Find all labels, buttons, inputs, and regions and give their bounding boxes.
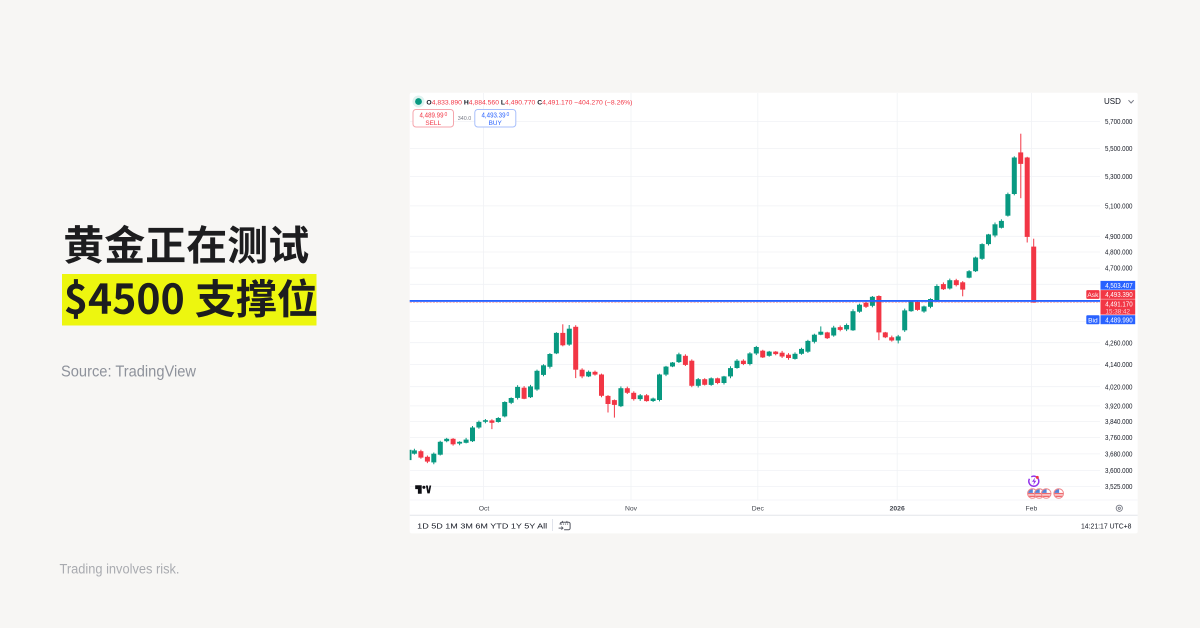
svg-text:Feb: Feb <box>1026 506 1038 513</box>
svg-text:4,260.000: 4,260.000 <box>1105 340 1133 347</box>
svg-text:3,920.000: 3,920.000 <box>1105 404 1133 411</box>
svg-text:Oct: Oct <box>479 506 490 513</box>
svg-text:Trading involves risk.: Trading involves risk. <box>60 562 180 577</box>
svg-text:4,503.407: 4,503.407 <box>1105 283 1133 290</box>
svg-text:5,100.000: 5,100.000 <box>1105 204 1133 211</box>
svg-text:0: 0 <box>507 112 510 118</box>
svg-text:BUY: BUY <box>489 120 503 127</box>
svg-text:3,600.000: 3,600.000 <box>1105 468 1133 475</box>
svg-text:3,525.000: 3,525.000 <box>1105 484 1133 491</box>
svg-text:USD: USD <box>1104 97 1121 106</box>
svg-text:4,900.000: 4,900.000 <box>1105 234 1133 241</box>
svg-text:3,760.000: 3,760.000 <box>1105 435 1133 442</box>
svg-text:4,700.000: 4,700.000 <box>1105 266 1133 273</box>
svg-text:4,493.390: 4,493.390 <box>1105 292 1133 299</box>
svg-text:4,491.170: 4,491.170 <box>1105 302 1133 309</box>
svg-text:Dec: Dec <box>752 506 765 513</box>
svg-text:O4,833.890 H4,884.560 L4,490.7: O4,833.890 H4,884.560 L4,490.770 C4,491.… <box>426 99 632 106</box>
svg-text:4,489.990: 4,489.990 <box>1105 317 1133 324</box>
svg-text:4,493.39: 4,493.39 <box>482 111 506 120</box>
svg-text:3,840.000: 3,840.000 <box>1105 419 1133 426</box>
svg-text:3,680.000: 3,680.000 <box>1105 452 1133 459</box>
svg-text:4,800.000: 4,800.000 <box>1105 250 1133 257</box>
svg-text:Nov: Nov <box>625 506 638 513</box>
svg-text:14:21:17 UTC+8: 14:21:17 UTC+8 <box>1081 521 1132 530</box>
svg-text:5,500.000: 5,500.000 <box>1105 146 1133 153</box>
svg-text:340.0: 340.0 <box>458 116 472 122</box>
svg-text:Ask: Ask <box>1087 292 1099 299</box>
svg-text:2026: 2026 <box>890 506 905 513</box>
svg-text:4,020.000: 4,020.000 <box>1105 384 1133 391</box>
svg-text:15:38:42: 15:38:42 <box>1106 308 1131 315</box>
svg-text:5,300.000: 5,300.000 <box>1105 174 1133 181</box>
svg-text:1D 5D 1M 3M 6M YTD 1Y 5: 1D 5D 1M 3M 6M YTD 1Y 5Y All <box>417 521 547 530</box>
svg-text:Source: TradingView: Source: TradingView <box>61 364 197 381</box>
svg-text:5,700.000: 5,700.000 <box>1105 119 1133 126</box>
svg-text:4,140.000: 4,140.000 <box>1105 362 1133 369</box>
svg-text:SELL: SELL <box>425 120 441 127</box>
svg-text:4,489.99: 4,489.99 <box>420 111 444 120</box>
svg-text:Bid: Bid <box>1088 317 1098 324</box>
svg-text:0: 0 <box>445 112 448 118</box>
